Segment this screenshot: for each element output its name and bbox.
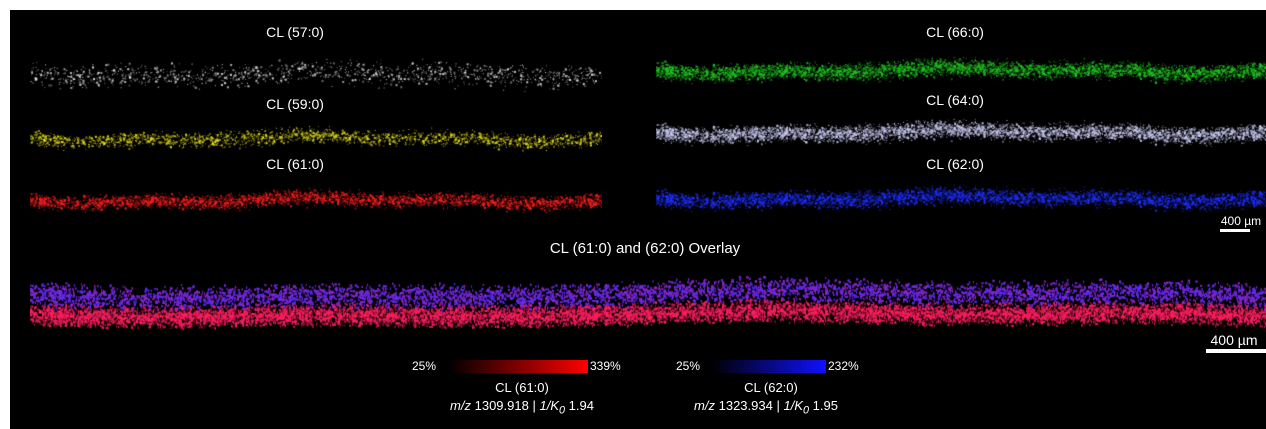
legend-cl610-name: CL (61:0) [495,380,549,395]
panel-title-cl590: CL (59:0) [266,96,324,112]
scalebar-large: 400 µm [1202,332,1266,353]
left-margin [0,0,10,429]
legend-cl620: 25% 232% CL (62:0) m/z 1323.934 | 1/K0 1… [676,356,906,426]
legend-cl610-k0-prefix: 1/K [539,398,559,413]
legend-cl620-k0-value: 1.95 [812,398,838,413]
ion-image-cl610 [30,180,602,220]
overlay-ion-image [30,264,1266,344]
legend-cl610-k0-sub: 0 [559,404,566,417]
scalebar-small-label: 400 µm [1220,214,1262,228]
legend-cl610-mz: m/z 1309.918 | 1/K0 1.94 [402,398,642,417]
legend-cl610-colorbar [448,360,588,373]
legend-cl620-min: 25% [676,359,701,373]
overlay-title: CL (61:0) and (62:0) Overlay [549,240,741,257]
ion-image-cl570 [30,54,602,94]
ion-image-cl620 [656,178,1266,218]
legend-cl620-mz-prefix: m/z [694,398,715,413]
legend-cl610-mz-value: 1309.918 [474,398,529,413]
scalebar-small: 400 µm [1216,214,1266,232]
legend-cl610-mz-prefix: m/z [450,398,471,413]
legend-cl610-separator: | [532,398,536,413]
ion-image-cl590 [30,118,602,158]
legend-cl620-max: 232% [828,359,859,373]
legend-cl620-colorbar [710,360,826,373]
top-margin [0,0,1266,10]
panel-title-cl620: CL (62:0) [926,156,984,172]
scalebar-large-line [1206,349,1266,353]
legend-cl610: 25% 339% CL (61:0) m/z 1309.918 | 1/K0 1… [412,356,642,426]
legend-cl620-separator: | [776,398,780,413]
legend-cl620-name: CL (62:0) [744,380,798,395]
panel-title-cl570: CL (57:0) [266,24,324,40]
scalebar-large-label: 400 µm [1210,332,1258,348]
ion-image-cl660 [656,50,1266,90]
panel-title-cl610: CL (61:0) [266,156,324,172]
scalebar-small-line [1220,229,1250,232]
legend-cl610-k0-value: 1.94 [568,398,594,413]
legend-cl620-mz: m/z 1323.934 | 1/K0 1.95 [646,398,886,417]
panel-title-cl640: CL (64:0) [926,92,984,108]
legend-cl610-max: 339% [590,359,621,373]
legend-cl610-min: 25% [412,359,437,373]
ion-image-cl640 [656,112,1266,152]
legend-cl620-k0-prefix: 1/K [783,398,803,413]
legend-cl620-k0-sub: 0 [803,404,810,417]
panel-title-cl660: CL (66:0) [926,24,984,40]
legend-cl620-mz-value: 1323.934 [718,398,773,413]
